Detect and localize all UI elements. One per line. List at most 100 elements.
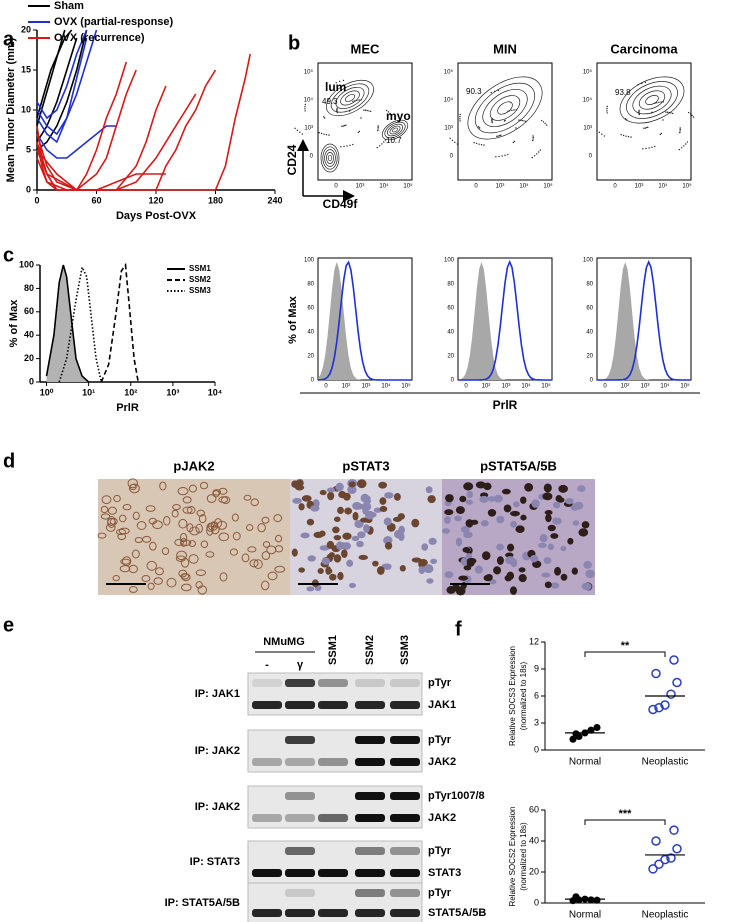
event-dot [346,145,348,147]
contour [489,95,521,121]
nucleus [329,573,337,581]
contour [386,123,404,137]
lane-label: SSM1 [327,635,339,665]
event-dot [301,133,304,135]
nucleus [542,492,553,501]
gate-label: myo [386,109,411,123]
nucleus [253,559,263,569]
hist-y-tick-label: 20 [586,354,593,360]
nucleus [487,509,497,517]
event-dot [538,151,540,153]
nucleus [306,518,315,526]
dot-y-tick-label: 10⁴ [583,97,593,104]
nucleus [567,537,574,545]
nucleus [122,503,132,511]
nucleus [131,549,140,559]
nucleus [274,565,286,573]
event-dot [606,112,608,114]
event-dot [596,129,598,132]
event-dot [320,132,323,135]
nucleus [581,521,590,529]
nucleus [510,520,517,528]
band [390,847,420,855]
nucleus [249,559,259,568]
hist-x-tick-label: 10⁵ [680,383,690,390]
y-tick-label: 15 [21,64,31,74]
legend-label: OVX (partial-response) [54,16,174,28]
nucleus [496,556,504,565]
event-dot [459,113,461,116]
hist-y-tick-label: 40 [307,330,314,336]
nucleus [427,495,436,504]
contour [497,101,513,115]
event-dot [479,127,481,129]
event-dot [500,134,502,136]
x-axis-title: PrlR [116,402,139,414]
x-tick-label: 10¹ [82,387,95,397]
nucleus [466,490,473,499]
data-point [654,859,664,869]
nucleus [513,501,520,508]
nucleus [564,497,574,505]
nucleus [182,506,193,514]
dot-y-tick-label: 10⁴ [444,97,454,104]
event-dot [539,149,542,151]
hist-y-tick-label: 80 [307,282,314,288]
nucleus [221,496,231,505]
x-tick-label: 10³ [166,387,179,397]
nucleus [483,482,492,491]
nucleus [455,537,463,547]
nucleus [117,533,127,541]
contour [327,154,333,162]
nucleus [218,496,229,503]
y-tick-label: 10 [21,104,31,114]
nucleus [529,555,539,563]
event-dot [377,126,379,129]
contour [326,79,374,117]
event-dot [336,107,338,110]
nucleus [313,531,324,539]
dot-y-tick-label: 10⁵ [444,69,454,76]
nucleus [274,534,283,543]
series-line [36,37,88,144]
nucleus [441,528,451,534]
gate-value: 90.3 [466,87,482,96]
nucleus [351,535,360,542]
event-dot [687,111,690,114]
event-dot [383,141,385,143]
y-tick-label: 9 [534,663,539,673]
nucleus [291,480,299,488]
event-dot [666,111,669,113]
nucleus [218,532,230,542]
event-dot [679,130,681,132]
nucleus [250,498,259,507]
dot-x-tick-label: 0 [613,184,617,190]
nucleus [128,585,138,593]
nucleus [231,513,239,522]
y-tick-label: 6 [534,690,539,700]
event-dot [513,109,515,111]
y-tick-label: 60 [24,306,34,316]
dot-x-tick-label: 10⁴ [379,183,389,190]
nucleus [127,478,138,489]
contour [324,149,336,167]
event-dot [363,109,365,111]
data-point [569,735,577,743]
histogram-control [458,262,552,380]
nucleus [307,555,316,562]
data-point [669,825,679,835]
nucleus [509,586,517,595]
nucleus [537,542,547,548]
micrograph [98,479,290,595]
hist-y-tick-label: 80 [447,282,454,288]
nucleus [195,569,207,577]
nucleus [149,541,157,551]
y-tick-label: 0 [534,897,539,907]
significance-label: *** [619,808,633,820]
event-dot [689,113,692,115]
y-axis-title: Mean Tumor Diameter (mm) [5,37,17,182]
event-dot [323,133,325,135]
series-line [100,262,139,383]
band [252,701,282,709]
nucleus [493,566,502,575]
